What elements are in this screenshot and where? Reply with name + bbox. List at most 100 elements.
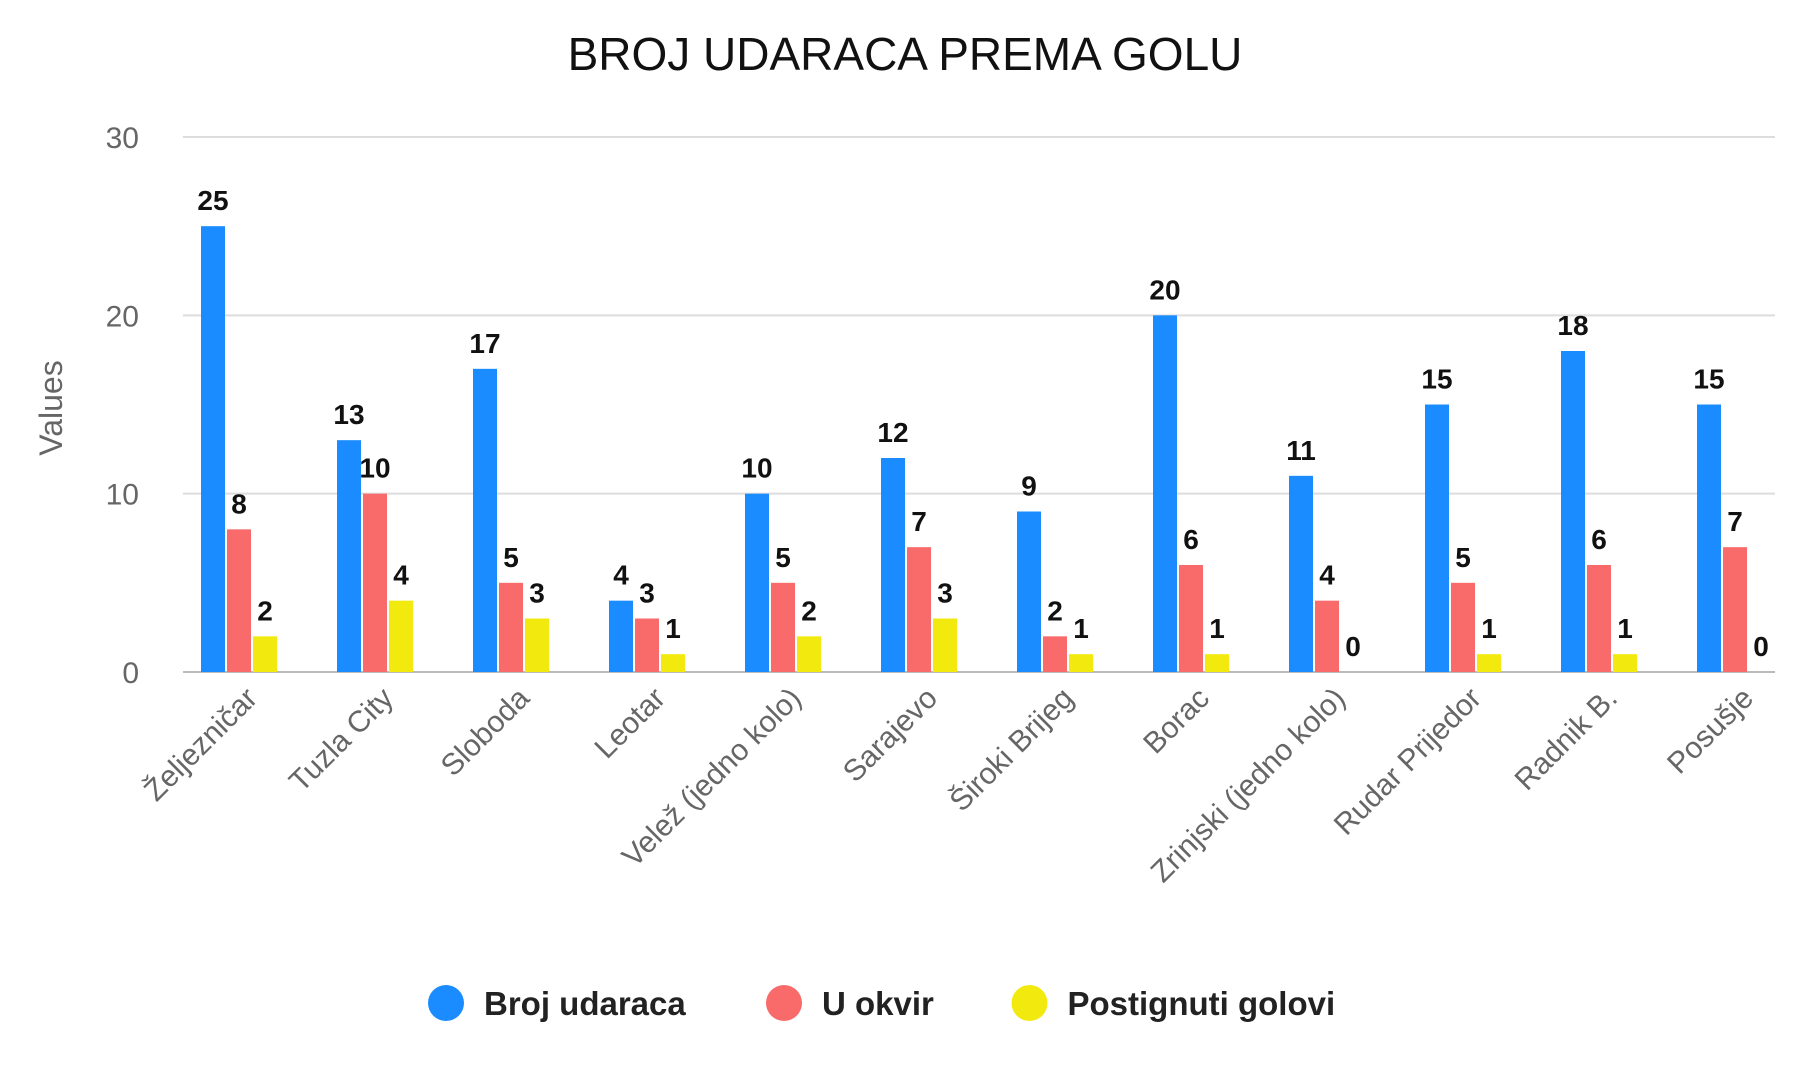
legend-item[interactable]: U okvir — [766, 985, 934, 1022]
data-label: 15 — [1693, 364, 1724, 395]
legend-marker-icon — [1011, 985, 1048, 1021]
x-tick-label: Leotar — [588, 682, 671, 765]
data-label: 18 — [1557, 310, 1588, 341]
bar — [1561, 351, 1585, 672]
data-label: 10 — [741, 453, 772, 484]
x-tick-label: Sarajevo — [837, 682, 944, 789]
bar — [1205, 654, 1229, 672]
data-label: 10 — [359, 453, 390, 484]
data-label: 1 — [1073, 613, 1089, 644]
data-label: 1 — [665, 613, 681, 644]
data-label: 8 — [231, 488, 247, 519]
legend: Broj udaraca U okvir Postignuti golovi — [428, 985, 1335, 1022]
data-label: 5 — [1455, 542, 1471, 573]
bar — [907, 547, 931, 672]
bar — [253, 636, 277, 672]
bar — [525, 618, 549, 672]
bar — [1069, 654, 1093, 672]
x-tick-label: Posušje — [1661, 682, 1760, 781]
data-label: 17 — [469, 328, 500, 359]
legend-marker-icon — [428, 985, 464, 1021]
y-axis-label: Values — [33, 360, 69, 455]
data-label: 15 — [1421, 364, 1452, 395]
x-tick-label: Borac — [1137, 682, 1216, 761]
x-tick-label: Radnik B. — [1509, 682, 1624, 797]
x-tick-label: Široki Brijeg — [943, 681, 1080, 818]
bar — [1723, 547, 1747, 672]
y-tick-label: 10 — [106, 479, 139, 512]
x-tick-label: Rudar Prijedor — [1328, 682, 1488, 842]
bar — [745, 493, 769, 672]
legend-label: Postignuti golovi — [1068, 985, 1336, 1022]
y-tick-label: 30 — [106, 122, 139, 155]
bar — [227, 529, 251, 672]
data-label: 1 — [1617, 613, 1633, 644]
data-label: 4 — [1319, 560, 1335, 591]
gridlines — [183, 136, 1775, 673]
bar — [1153, 315, 1177, 672]
bar — [1017, 511, 1041, 672]
data-label: 3 — [639, 578, 655, 609]
data-label: 3 — [937, 578, 953, 609]
bar — [661, 654, 685, 672]
data-label: 0 — [1345, 631, 1361, 662]
legend-item[interactable]: Broj udaraca — [428, 985, 686, 1022]
data-label: 12 — [877, 417, 908, 448]
data-label: 5 — [503, 542, 519, 573]
legend-item[interactable]: Postignuti golovi — [1011, 985, 1336, 1022]
bar — [1477, 654, 1501, 672]
data-label: 2 — [801, 595, 817, 626]
data-label: 9 — [1021, 471, 1037, 502]
chart-title: BROJ UDARACA PREMA GOLU — [568, 28, 1243, 80]
data-labels: 2582131041753431105212739212061114015511… — [197, 185, 1768, 662]
data-label: 2 — [257, 595, 273, 626]
x-tick-label: Željezničar — [138, 682, 264, 808]
data-label: 1 — [1481, 613, 1497, 644]
bar — [635, 618, 659, 672]
bar — [201, 226, 225, 672]
bar — [797, 636, 821, 672]
data-label: 6 — [1183, 524, 1199, 555]
bar — [1425, 404, 1449, 672]
bar — [771, 582, 795, 672]
legend-label: U okvir — [822, 985, 934, 1022]
bar — [1289, 475, 1313, 672]
data-label: 7 — [911, 506, 927, 537]
x-tick-label: Tuzla City — [283, 682, 400, 799]
legend-label: Broj udaraca — [484, 985, 686, 1022]
data-label: 4 — [393, 560, 409, 591]
bar — [1587, 565, 1611, 672]
bar — [499, 582, 523, 672]
x-tick-label: Sloboda — [435, 681, 536, 782]
bar — [1179, 565, 1203, 672]
y-tick-label: 20 — [106, 300, 139, 333]
data-label: 1 — [1209, 613, 1225, 644]
bar — [1697, 404, 1721, 672]
bar — [1613, 654, 1637, 672]
data-label: 11 — [1286, 435, 1316, 466]
bar — [1315, 600, 1339, 672]
bar — [933, 618, 957, 672]
bar — [363, 493, 387, 672]
bars — [201, 226, 1747, 672]
data-label: 5 — [775, 542, 791, 573]
bar — [473, 368, 497, 672]
bar — [609, 600, 633, 672]
data-label: 0 — [1753, 631, 1769, 662]
data-label: 13 — [333, 399, 364, 430]
data-label: 3 — [529, 578, 545, 609]
bar — [389, 600, 413, 672]
x-axis-ticks: Željezničar Tuzla City Sloboda LeotarVelež … — [138, 681, 1760, 889]
data-label: 2 — [1047, 595, 1063, 626]
bar — [881, 458, 905, 672]
data-label: 4 — [613, 560, 629, 591]
legend-marker-icon — [766, 985, 802, 1021]
y-axis-ticks: 0 10 20 30 — [106, 122, 139, 690]
data-label: 6 — [1591, 524, 1607, 555]
data-label: 20 — [1149, 274, 1180, 305]
y-tick-label: 0 — [122, 657, 139, 690]
bar — [1451, 582, 1475, 672]
data-label: 25 — [197, 185, 228, 216]
